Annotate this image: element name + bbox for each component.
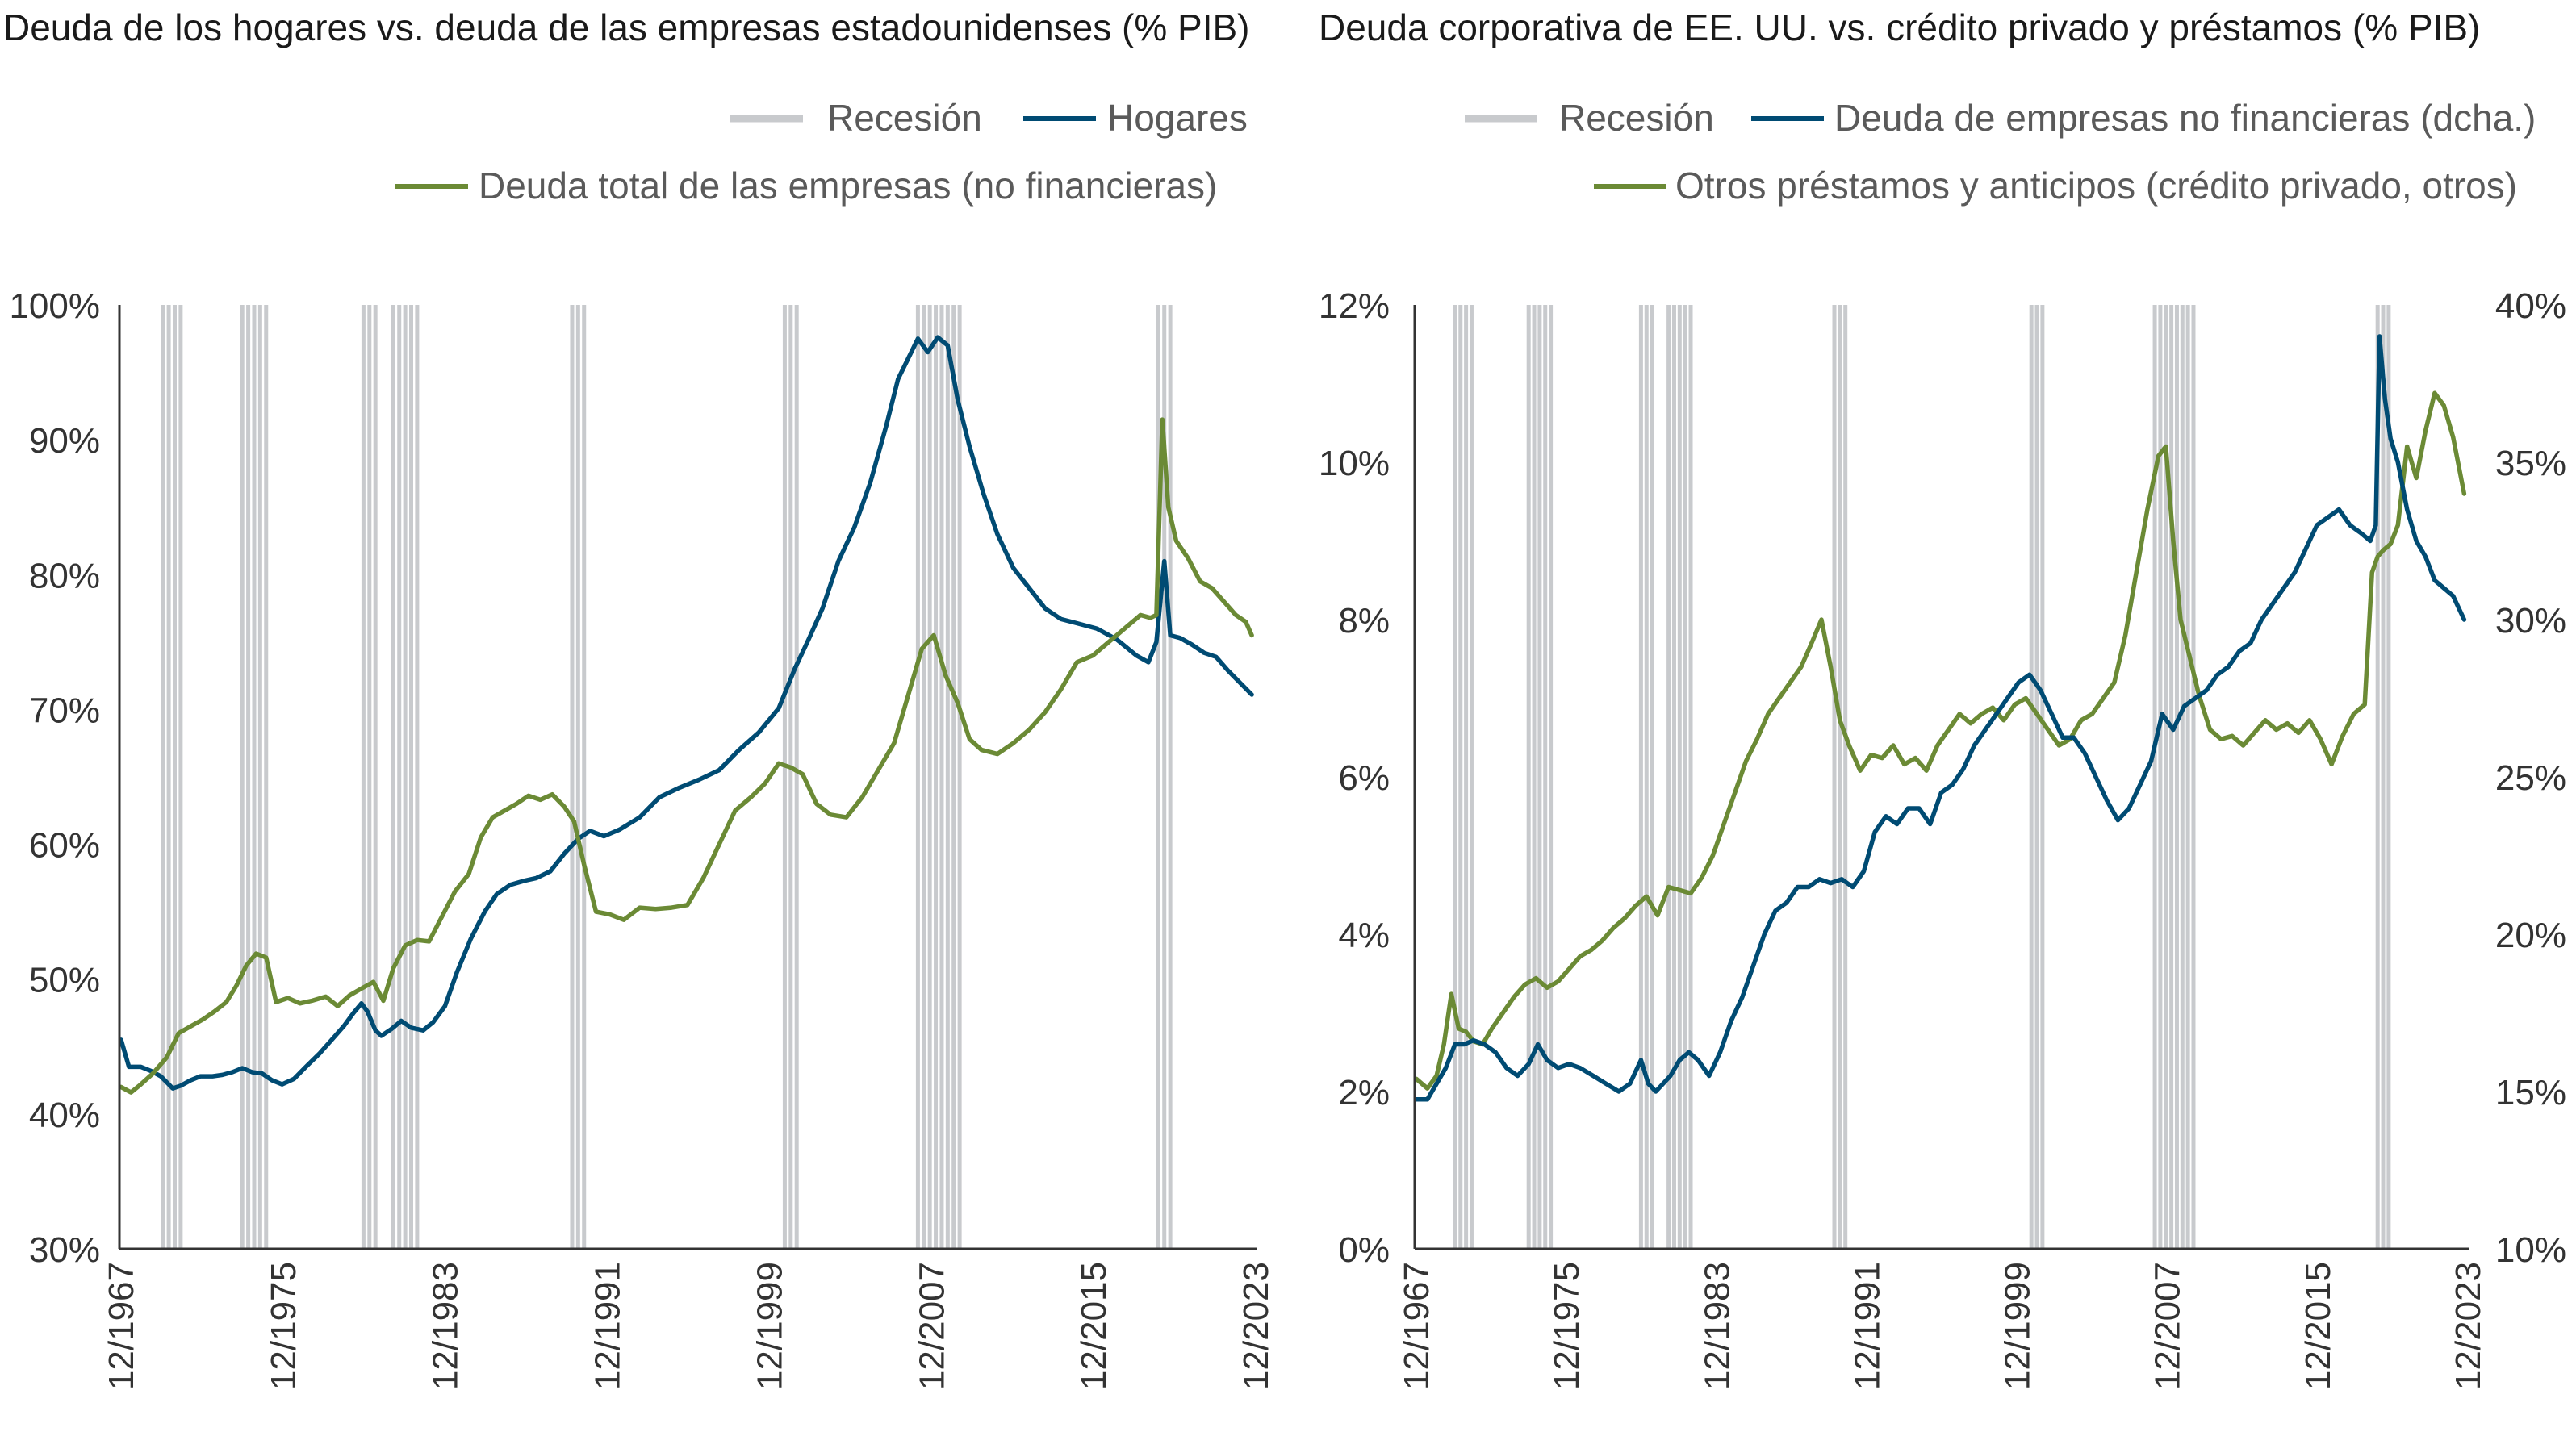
y-tick-label: 30%: [2495, 601, 2566, 641]
x-tick-label: 12/1999: [1998, 1262, 2038, 1390]
left-x-axis-ticks: 12/1967 12/1975 12/1983 12/1991 12/1999 12/20…: [102, 1262, 1276, 1390]
y-tick-label: 0%: [1338, 1230, 1390, 1270]
x-tick-label: 12/1991: [1847, 1262, 1887, 1390]
x-tick-label: 12/1991: [588, 1262, 628, 1390]
series-line-blue: [119, 335, 1254, 1091]
legend-otros-label: Otros préstamos y anticipos (crédito pri…: [1675, 165, 2517, 207]
y-tick-label: 2%: [1338, 1073, 1390, 1112]
x-tick-label: 12/2007: [2148, 1262, 2188, 1390]
legend-deuda-label: Deuda de empresas no financieras (dcha.): [1834, 97, 2536, 139]
right-series-lines: [1414, 334, 2467, 1102]
y-tick-label: 80%: [29, 556, 100, 595]
y-tick-label: 40%: [29, 1096, 100, 1135]
y-tick-label: 30%: [29, 1230, 100, 1270]
series-line-blue: [1414, 334, 2467, 1102]
y-tick-label: 4%: [1338, 916, 1390, 955]
right-recession-bars: [1453, 305, 2391, 1249]
y-tick-label: 70%: [29, 691, 100, 730]
x-tick-label: 12/1999: [750, 1262, 789, 1390]
series-line-green: [119, 417, 1254, 1095]
y-tick-label: 40%: [2495, 286, 2566, 326]
left-series-lines: [119, 335, 1254, 1095]
y-tick-label: 8%: [1338, 601, 1390, 641]
legend-empresas-label: Deuda total de las empresas (no financie…: [479, 165, 1217, 207]
left-recession-bars: [161, 305, 1173, 1249]
y-tick-label: 15%: [2495, 1073, 2566, 1112]
right-right-y-axis-ticks: 40% 35% 30% 25% 20% 15% 10%: [2495, 286, 2566, 1270]
left-chart-legend: Recesión Hogares Deuda total de las empr…: [395, 97, 1248, 207]
right-left-y-axis-ticks: 12% 10% 8% 6% 4% 2% 0%: [1319, 286, 1390, 1270]
right-chart-title: Deuda corporativa de EE. UU. vs. crédito…: [1319, 6, 2480, 48]
x-tick-label: 12/2015: [1074, 1262, 1114, 1390]
series-line-green: [1414, 390, 2467, 1091]
x-tick-label: 12/2023: [1236, 1262, 1276, 1390]
x-tick-label: 12/2023: [2448, 1262, 2488, 1390]
x-tick-label: 12/1967: [102, 1262, 141, 1390]
legend-hogares-label: Hogares: [1107, 97, 1248, 139]
x-tick-label: 12/1983: [426, 1262, 466, 1390]
right-chart: Deuda corporativa de EE. UU. vs. crédito…: [1319, 6, 2566, 1390]
x-tick-label: 12/1967: [1397, 1262, 1436, 1390]
y-tick-label: 35%: [2495, 444, 2566, 483]
y-tick-label: 60%: [29, 826, 100, 866]
y-tick-label: 12%: [1319, 286, 1390, 326]
x-tick-label: 12/2007: [912, 1262, 951, 1390]
x-tick-label: 12/1983: [1697, 1262, 1737, 1390]
y-tick-label: 100%: [9, 286, 100, 326]
right-x-axis-ticks: 12/1967 12/1975 12/1983 12/1991 12/1999 12/20…: [1397, 1262, 2488, 1390]
y-tick-label: 6%: [1338, 758, 1390, 798]
y-tick-label: 90%: [29, 421, 100, 461]
right-chart-legend: Recesión Deuda de empresas no financiera…: [1465, 97, 2536, 207]
y-tick-label: 25%: [2495, 758, 2566, 798]
left-chart: Deuda de los hogares vs. deuda de las em…: [3, 6, 1276, 1390]
legend-recession-label: Recesión: [827, 97, 982, 139]
y-tick-label: 10%: [2495, 1230, 2566, 1270]
left-y-axis-ticks: 100% 90% 80% 70% 60% 50% 40% 30%: [9, 286, 100, 1270]
y-tick-label: 50%: [29, 961, 100, 1000]
y-tick-label: 10%: [1319, 444, 1390, 483]
x-tick-label: 12/2015: [2298, 1262, 2338, 1390]
y-tick-label: 20%: [2495, 916, 2566, 955]
left-chart-title: Deuda de los hogares vs. deuda de las em…: [3, 6, 1249, 48]
legend-recession-label: Recesión: [1559, 97, 1714, 139]
x-tick-label: 12/1975: [264, 1262, 303, 1390]
x-tick-label: 12/1975: [1547, 1262, 1587, 1390]
